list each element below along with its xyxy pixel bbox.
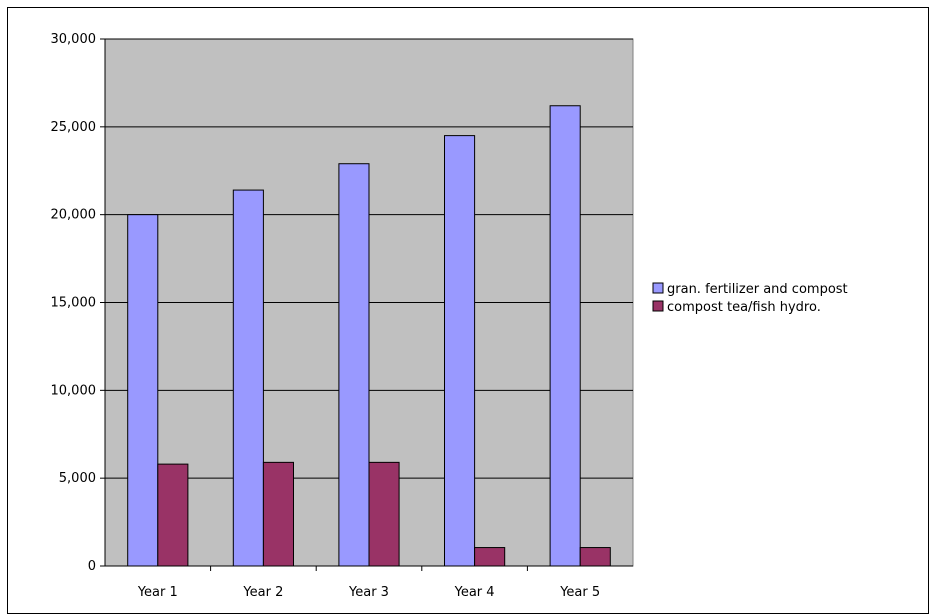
x-tick-label: Year 3 <box>348 585 389 600</box>
bars <box>127 105 611 567</box>
bar-compost-tea-5 <box>579 547 611 567</box>
x-axis: Year 1 Year 2 Year 3 Year 4 Year 5 <box>105 565 633 600</box>
bar-gran-fertilizer-5 <box>549 105 581 567</box>
x-tick-label: Year 1 <box>137 585 178 600</box>
bar-compost-tea-1 <box>157 463 189 567</box>
y-tick-label: 25,000 <box>51 120 97 135</box>
y-tick-label: 0 <box>88 559 96 574</box>
bar-compost-tea-3 <box>368 461 400 567</box>
bar-compost-tea-4 <box>474 547 506 567</box>
y-tick-label: 10,000 <box>51 383 97 398</box>
x-tick-label: Year 4 <box>454 585 495 600</box>
y-axis: 0 5,000 10,000 15,000 20,000 25,000 30,000 <box>51 32 106 574</box>
legend-label: gran. fertilizer and compost <box>667 282 848 297</box>
y-tick-label: 30,000 <box>51 32 97 47</box>
legend-swatch <box>652 300 664 312</box>
bar-gran-fertilizer-2 <box>232 189 264 567</box>
x-tick-label: Year 5 <box>559 585 600 600</box>
bar-compost-tea-2 <box>262 461 294 567</box>
legend-swatch <box>652 282 664 294</box>
y-tick-label: 5,000 <box>59 471 96 486</box>
bar-gran-fertilizer-3 <box>338 163 370 567</box>
bar-gran-fertilizer-4 <box>444 135 476 567</box>
legend-label: compost tea/fish hydro. <box>667 300 821 315</box>
bar-gran-fertilizer-1 <box>127 214 159 567</box>
y-tick-label: 15,000 <box>51 296 97 311</box>
x-tick-label: Year 2 <box>242 585 283 600</box>
y-tick-label: 20,000 <box>51 208 97 223</box>
legend: gran. fertilizer and compost compost tea/… <box>652 282 848 315</box>
